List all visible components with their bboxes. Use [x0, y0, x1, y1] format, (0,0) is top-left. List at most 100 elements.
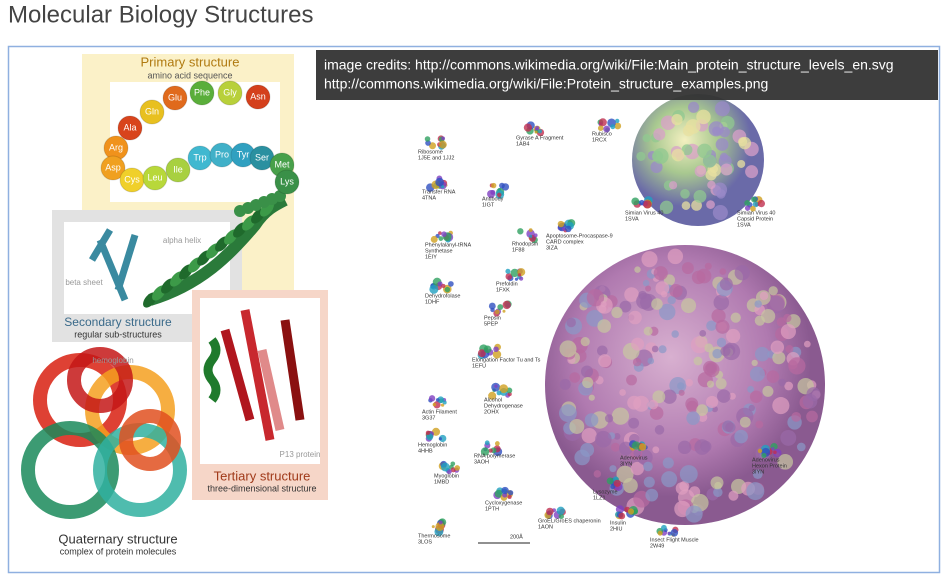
amino-acid-label: Tyr — [237, 149, 250, 159]
capsid-texture — [719, 152, 728, 161]
example-label: 1SVA — [737, 222, 751, 228]
amino-acid — [217, 80, 243, 106]
protein-blob — [496, 192, 502, 198]
protein-blob — [537, 129, 543, 134]
capsid-texture — [778, 378, 786, 387]
capsid-texture — [734, 265, 750, 281]
capsid-texture — [580, 337, 590, 347]
capsid-texture — [559, 340, 577, 358]
capsid-texture — [624, 287, 639, 302]
structure-label: P13 protein — [280, 450, 321, 459]
capsid-texture — [759, 291, 769, 301]
capsid-texture — [586, 289, 605, 307]
capsid-texture — [633, 449, 641, 457]
capsid-texture — [604, 414, 614, 423]
protein-blob — [450, 461, 456, 467]
protein-blob — [643, 200, 652, 209]
amino-acid-label: Cys — [124, 174, 140, 184]
capsid-texture — [658, 345, 667, 354]
subunit — [67, 347, 133, 413]
capsid-texture — [785, 345, 794, 354]
capsid-texture — [728, 490, 739, 501]
capsid-texture — [719, 126, 730, 138]
subunit — [119, 409, 181, 471]
protein-blob — [502, 309, 506, 313]
protein-blob — [429, 284, 439, 294]
capsid-texture — [643, 476, 655, 488]
capsid-texture — [642, 134, 651, 143]
protein-blob — [631, 197, 640, 206]
protein-blob — [618, 512, 626, 520]
capsid-texture — [653, 266, 668, 281]
example-label: Alcohol — [484, 397, 502, 403]
capsid-texture — [630, 461, 644, 476]
protein-blob — [454, 465, 461, 471]
capsid-texture — [716, 337, 727, 348]
structure-label: beta sheet — [65, 278, 103, 287]
capsid-texture — [569, 418, 585, 434]
capsid-texture — [687, 101, 700, 113]
protein-blob — [565, 225, 572, 233]
capsid-texture — [595, 430, 612, 448]
protein-blob — [438, 231, 442, 235]
example-label: 2OHX — [484, 409, 499, 415]
example-label: 1MBD — [434, 479, 449, 485]
capsid-texture — [690, 336, 708, 354]
capsid-texture — [581, 427, 597, 444]
capsid-texture — [641, 251, 658, 268]
level-subtitle: amino acid sequence — [147, 70, 232, 80]
protein-blob — [431, 525, 435, 529]
capsid-texture — [693, 189, 707, 203]
example-label: 1SVA — [625, 216, 639, 222]
example-label: 1F88 — [512, 247, 525, 253]
amino-acid — [245, 84, 271, 110]
protein-blob — [661, 524, 667, 531]
capsid-texture — [768, 286, 778, 296]
amino-acid — [117, 115, 143, 141]
capsid-texture — [730, 312, 741, 323]
example-label: Insulin — [610, 520, 626, 526]
protein-blob — [750, 205, 756, 212]
example-label: 1AB4 — [516, 141, 529, 147]
protein-blob — [426, 433, 434, 441]
protein-blob — [438, 520, 443, 525]
protein-blob — [610, 124, 616, 130]
capsid-texture — [739, 416, 751, 428]
example-label: Myoglobin — [434, 473, 459, 479]
protein-blob — [441, 136, 446, 141]
protein-blob — [751, 196, 757, 203]
protein-blob — [610, 484, 616, 490]
beta-strand — [114, 233, 139, 292]
subunit — [93, 423, 187, 517]
protein-blob — [438, 437, 442, 441]
strand — [280, 319, 305, 421]
example-label: Apoptosome-Procaspase-9 — [546, 233, 613, 239]
protein-blob — [667, 531, 671, 536]
protein-blob — [517, 273, 522, 277]
capsid-texture — [796, 442, 806, 452]
amino-acid — [162, 85, 188, 111]
capsid-texture — [631, 337, 645, 351]
example-label: Simian Virus 40 — [737, 210, 775, 216]
example-label: Rubisco — [592, 131, 612, 137]
capsid-texture — [611, 442, 620, 452]
protein-blob — [435, 177, 444, 187]
protein-blob — [430, 235, 438, 243]
capsid-texture — [719, 268, 727, 275]
amino-acid-label: Arg — [109, 142, 123, 152]
protein-blob — [606, 477, 614, 485]
capsid-texture — [685, 119, 701, 134]
example-label: 2HIU — [610, 526, 623, 532]
capsid-texture — [649, 406, 664, 420]
capsid-texture — [652, 148, 669, 164]
capsid-texture — [780, 323, 796, 340]
capsid-texture — [655, 281, 670, 296]
capsid-texture — [675, 482, 689, 495]
protein-blob — [546, 507, 554, 516]
capsid-texture — [645, 285, 652, 292]
capsid-texture — [582, 376, 594, 389]
protein-blob — [761, 452, 767, 459]
protein-blob — [670, 529, 679, 537]
protein-blob — [501, 183, 510, 191]
example-label: Lysozyme — [593, 489, 618, 495]
